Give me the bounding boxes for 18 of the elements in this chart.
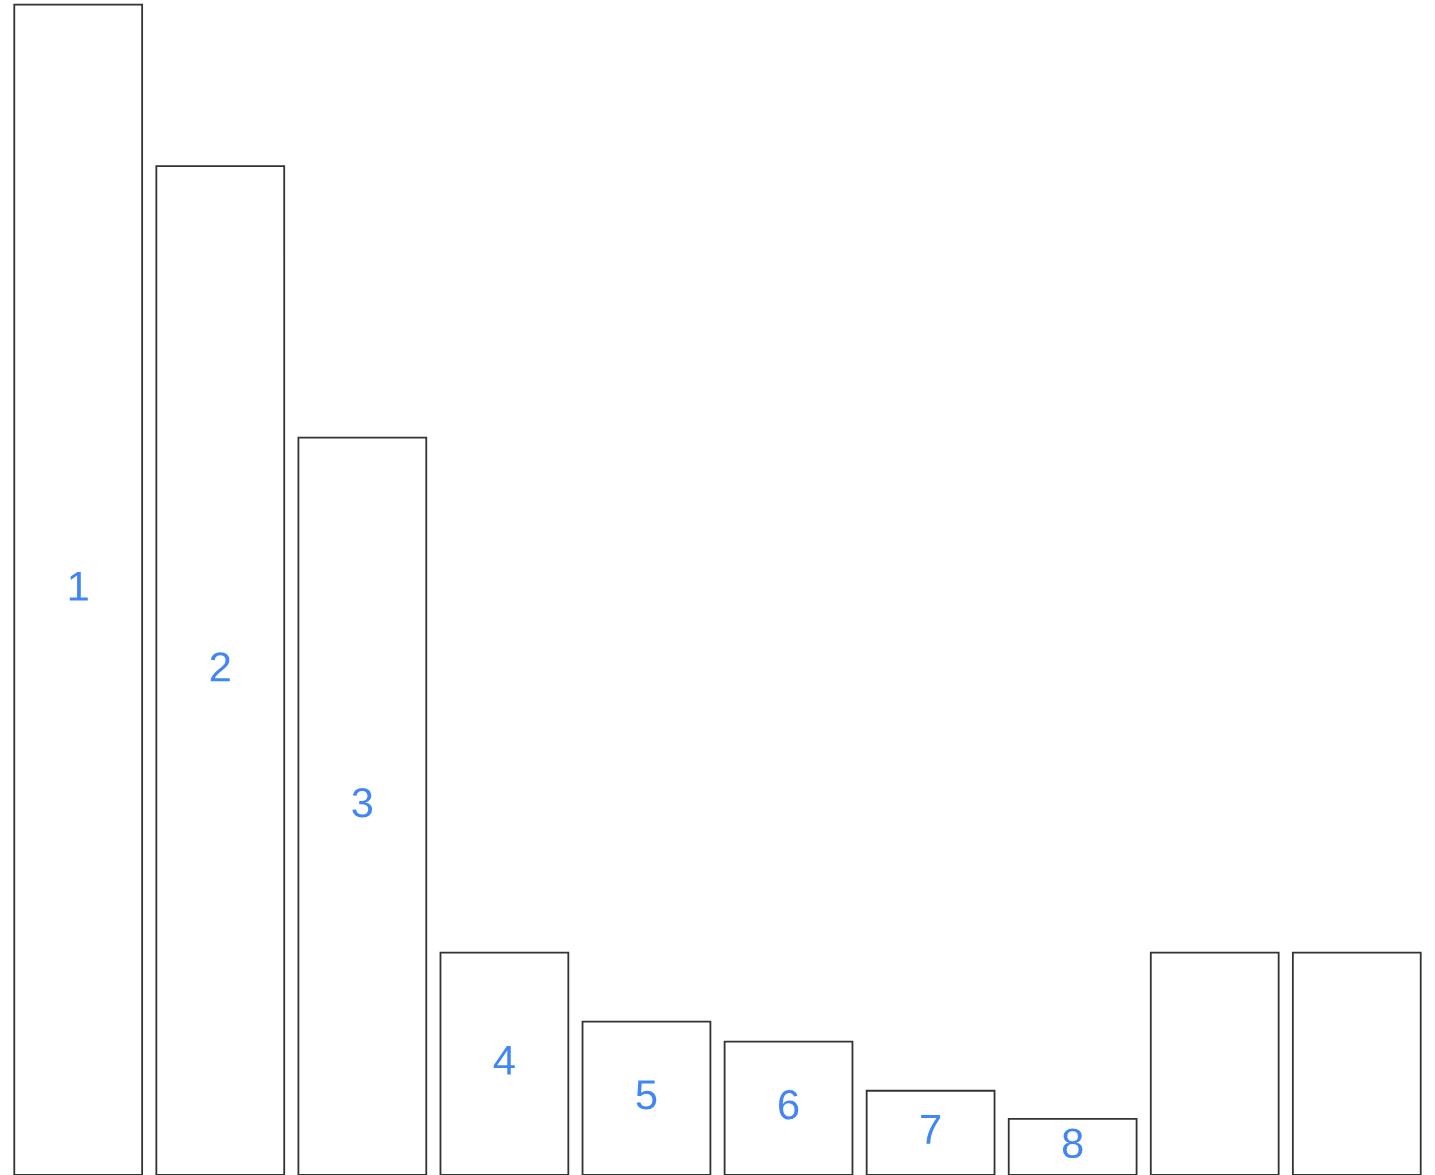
x-tick-label: 3 (352, 788, 373, 818)
bar (155, 165, 286, 1175)
bar (1007, 1117, 1138, 1175)
x-tick-label: 5 (636, 1080, 657, 1110)
bar (581, 1020, 712, 1175)
x-tick-label: 6 (779, 1089, 799, 1120)
x-tick-label: 2 (210, 652, 230, 682)
bar (13, 3, 144, 1175)
x-tick-label: 4 (493, 1045, 515, 1075)
x-tick-label: 8 (1062, 1128, 1083, 1159)
bar (1291, 951, 1422, 1175)
bar (865, 1089, 996, 1175)
bar (297, 436, 428, 1175)
bar (723, 1040, 854, 1175)
bar (1149, 951, 1280, 1175)
x-tick-label: 7 (921, 1114, 941, 1144)
bar (439, 951, 570, 1175)
x-tick-label: 1 (69, 571, 88, 601)
